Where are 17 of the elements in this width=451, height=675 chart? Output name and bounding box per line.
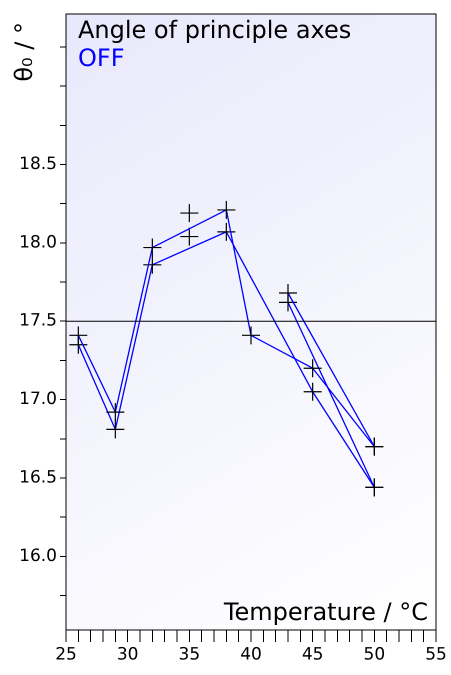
x-tick-label: 35 (178, 644, 200, 665)
y-axis-title: θ₀ / ° (10, 22, 38, 82)
x-tick-label: 40 (240, 644, 262, 665)
x-axis-title: Temperature / °C (222, 598, 428, 626)
x-tick-label: 45 (302, 644, 324, 665)
x-tick-label: 50 (364, 644, 386, 665)
x-tick-label: 30 (116, 644, 138, 665)
y-tick-label: 17.5 (19, 310, 57, 331)
y-tick-label: 18.0 (19, 232, 57, 252)
text: OFF (78, 44, 124, 72)
y-tick-label: 16.0 (19, 546, 57, 566)
y-tick-label: 16.5 (19, 467, 57, 488)
chart-title: Angle of principle axes (78, 16, 352, 44)
x-tick-label: 55 (425, 644, 447, 665)
y-tick-label: 18.5 (19, 154, 57, 174)
x-tick-label: 25 (55, 644, 77, 665)
y-tick-label: 17.0 (19, 389, 57, 410)
